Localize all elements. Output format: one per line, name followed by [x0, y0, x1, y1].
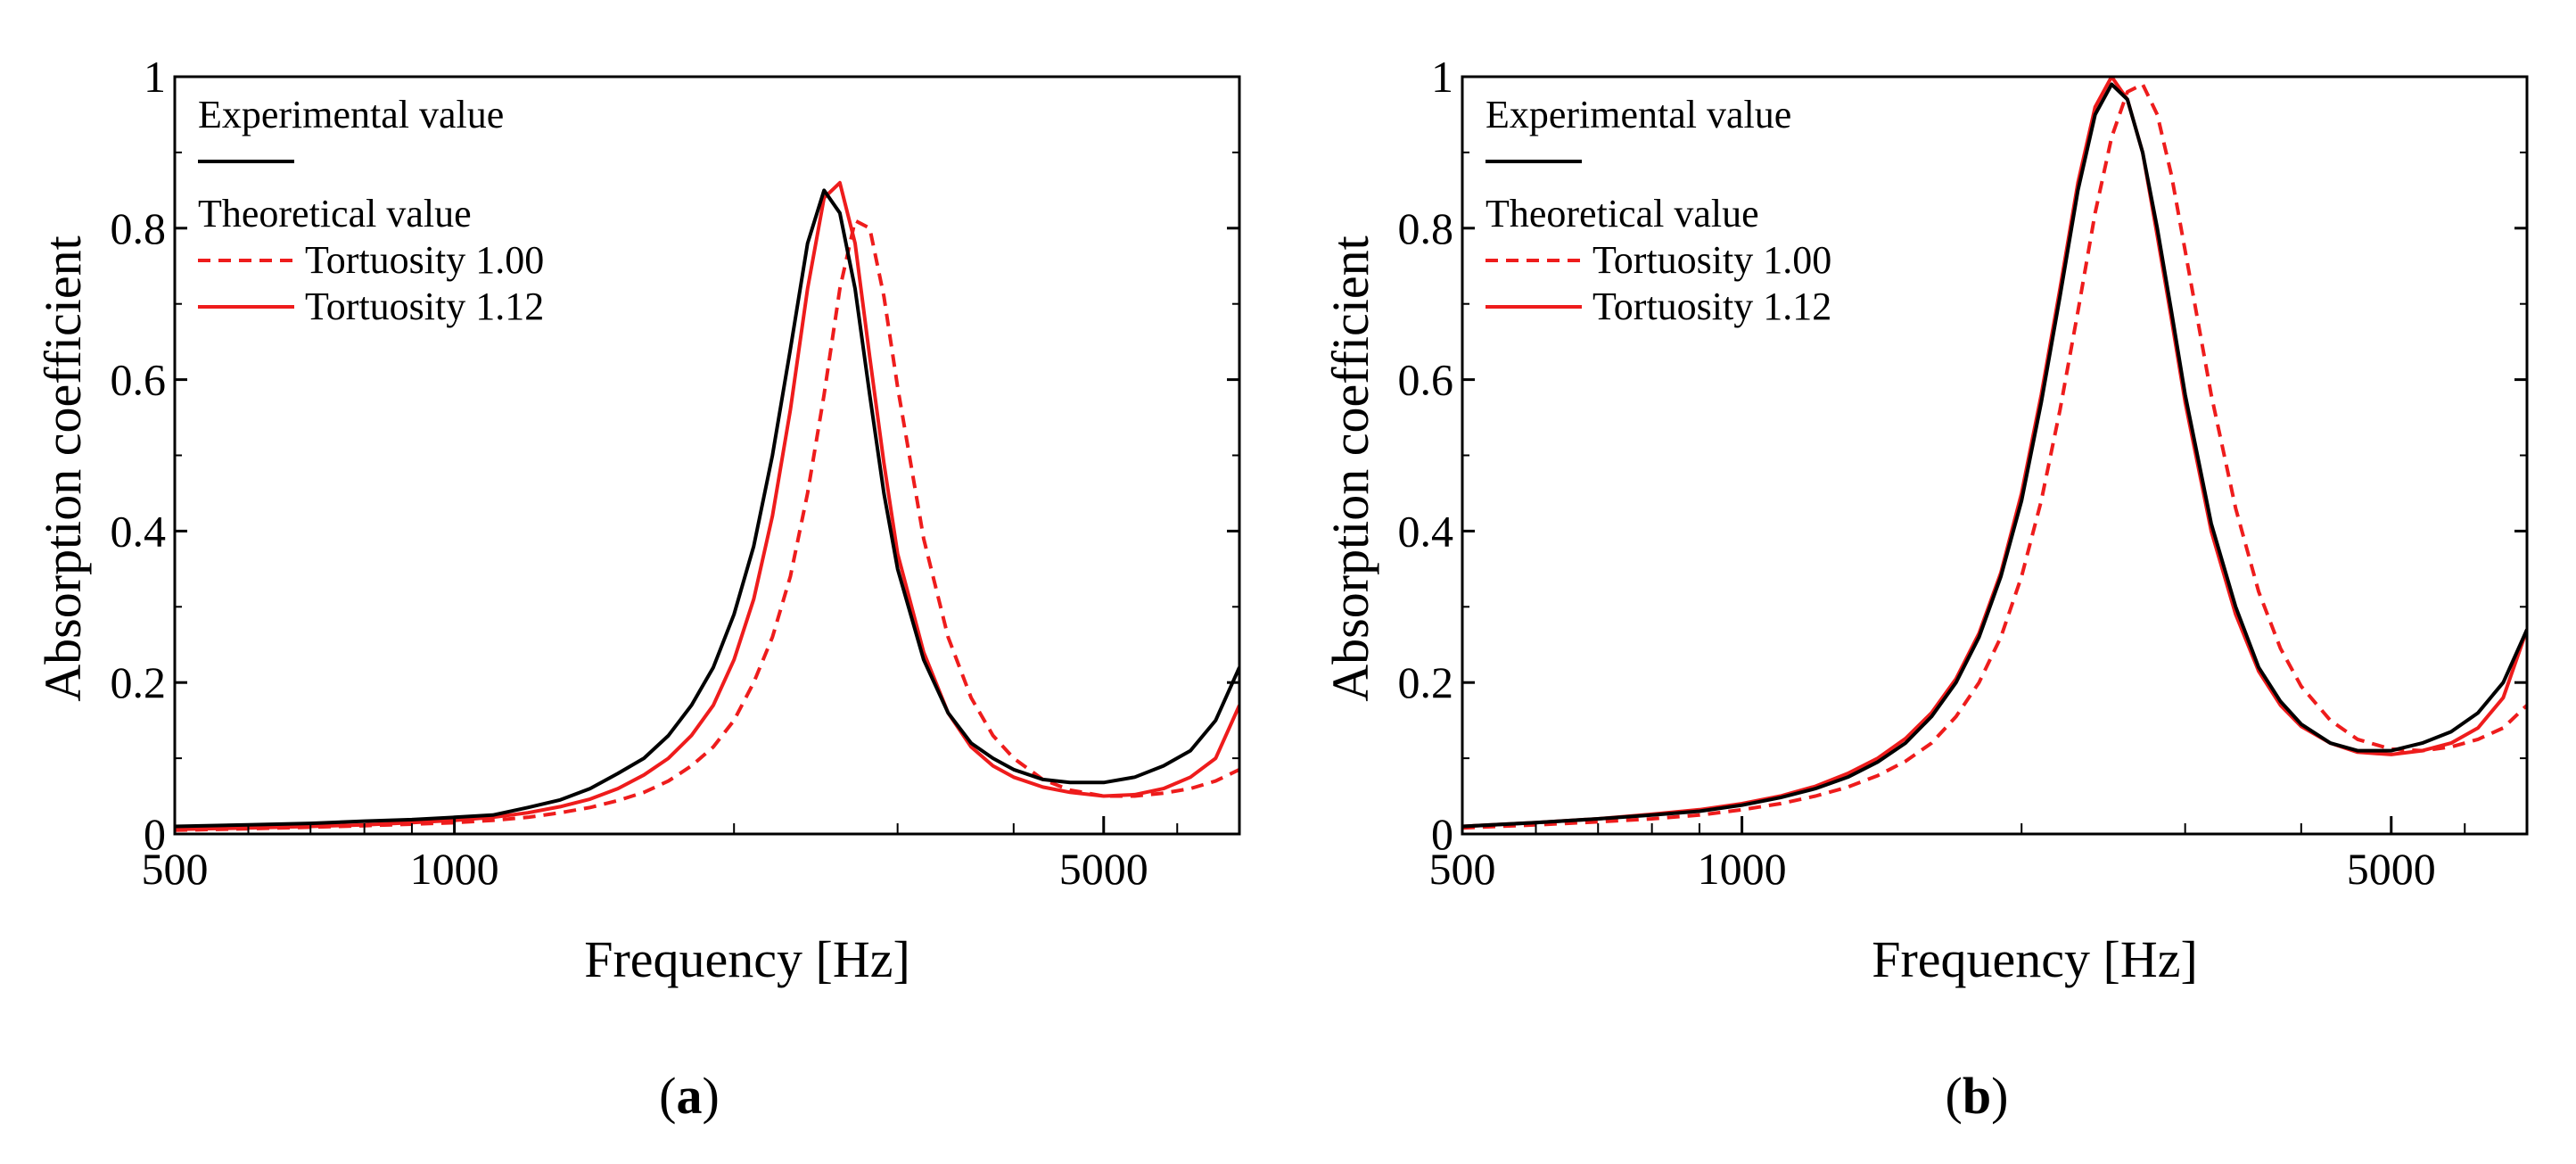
panel-label-open-paren: (	[1946, 1067, 1963, 1125]
y-tick-label: 0.8	[1398, 203, 1454, 253]
y-tick-label: 0.8	[111, 203, 167, 253]
series-group	[175, 180, 1239, 832]
y-axis-title: Absorption coefficient	[34, 235, 92, 701]
y-axis-title: Absorption coefficient	[1321, 235, 1379, 701]
y-tick-label: 0.2	[111, 657, 167, 707]
plot-frame	[173, 75, 1241, 836]
series-group	[1462, 77, 2527, 830]
legend-group-experimental: Experimental value	[198, 93, 504, 136]
panel-label-close-paren: )	[703, 1067, 720, 1125]
legend-group-theoretical: Theoretical value	[198, 192, 472, 235]
series-line-tortuosity-1-12	[175, 180, 1239, 831]
x-tick-label: 500	[142, 844, 209, 894]
x-tick-label: 5000	[2347, 844, 2436, 894]
y-tick-label: 0.4	[111, 506, 167, 556]
y-tick-label: 1	[144, 52, 166, 102]
legend-label-tortuosity-1-00: Tortuosity 1.00	[305, 238, 544, 282]
panel-label-open-paren: (	[659, 1067, 676, 1125]
legend-group-theoretical: Theoretical value	[1486, 192, 1759, 235]
series-line-experimental-value	[1462, 82, 2527, 829]
panel-label-letter: b	[1963, 1067, 1991, 1125]
x-tick-label: 5000	[1059, 844, 1148, 894]
series-line-tortuosity-1-00	[175, 219, 1239, 832]
panel-label-letter: a	[677, 1067, 703, 1125]
x-axis-title: Frequency [Hz]	[584, 930, 910, 988]
legend-label-tortuosity-1-12: Tortuosity 1.12	[305, 285, 544, 328]
plot-frame	[1461, 75, 2529, 836]
legend-label-tortuosity-1-12: Tortuosity 1.12	[1593, 285, 1831, 328]
y-tick-label: 0.6	[111, 355, 167, 405]
figure-a: 0 0.2 0.4 0.6 0.8 1 500 1000 5000 Frequency [Hz] A…	[34, 52, 1241, 1125]
x-tick-label: 500	[1429, 844, 1496, 894]
y-tick-label: 0	[144, 809, 166, 859]
figure-b: 0 0.2 0.4 0.6 0.8 1 500 1000 5000 Frequency [Hz] A…	[1288, 0, 2575, 1164]
series-line-experimental-value	[175, 188, 1239, 829]
legend-group-experimental: Experimental value	[1486, 93, 1791, 136]
chart-b-svg: 0 0.2 0.4 0.6 0.8 1 500 1000 5000 Frequency [Hz] A…	[1321, 52, 2529, 1125]
series-line-tortuosity-1-00	[1462, 82, 2527, 830]
legend-label-tortuosity-1-00: Tortuosity 1.00	[1593, 238, 1831, 282]
x-axis-title: Frequency [Hz]	[1872, 930, 2198, 988]
x-tick-label: 1000	[410, 844, 499, 894]
y-tick-label: 1	[1431, 52, 1453, 102]
chart-a-svg: 0 0.2 0.4 0.6 0.8 1 500 1000 5000 Frequency [Hz] A…	[34, 52, 1241, 1125]
y-tick-label: 0.6	[1398, 355, 1454, 405]
panel-label: (a)	[659, 1067, 720, 1125]
panel-label-close-paren: )	[1991, 1067, 2008, 1125]
y-tick-label: 0.2	[1398, 657, 1454, 707]
series-line-tortuosity-1-12	[1462, 77, 2527, 829]
x-tick-label: 1000	[1698, 844, 1787, 894]
y-tick-label: 0.4	[1398, 506, 1454, 556]
y-tick-label: 0	[1431, 809, 1453, 859]
panel-label: (b)	[1946, 1067, 2009, 1125]
